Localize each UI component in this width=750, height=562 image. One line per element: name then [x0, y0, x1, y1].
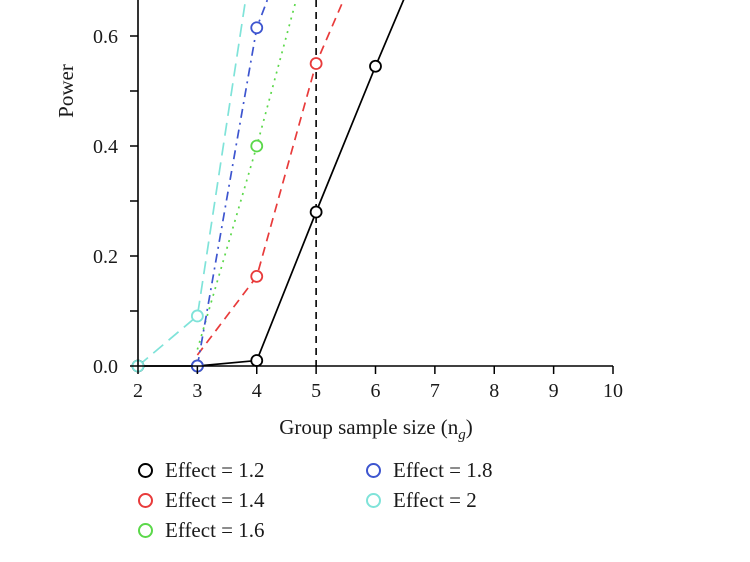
x-tick-label: 4	[252, 380, 262, 402]
legend-label-effect-1-8: Effect = 1.8	[393, 458, 493, 482]
plot-clip-area	[131, 0, 405, 373]
y-axis-ticks: 0.0 0.2 0.4 0.6	[93, 26, 138, 378]
series-line-effect-1-6	[196, 0, 298, 350]
legend-label-effect-2: Effect = 2	[393, 488, 477, 512]
legend-marker-effect-1-4	[138, 492, 153, 508]
x-tick-label: 9	[549, 380, 559, 402]
legend-item-effect-1-8: Effect = 1.8	[366, 456, 493, 484]
legend-item-effect-1-2: Effect = 1.2	[138, 456, 265, 484]
legend-item-effect-1-6: Effect = 1.6	[138, 516, 265, 544]
x-axis-label-close: )	[466, 415, 473, 439]
series-line-effect-1-4	[196, 0, 345, 356]
legend-marker-effect-1-6	[138, 522, 153, 538]
legend-item-effect-1-4: Effect = 1.4	[138, 486, 265, 514]
legend-marker-effect-1-2	[138, 462, 153, 478]
data-point-effect-1-6	[250, 139, 264, 153]
series-line-effect-2	[137, 0, 247, 367]
legend-label-effect-1-6: Effect = 1.6	[165, 518, 265, 542]
x-tick-label: 6	[371, 380, 381, 402]
y-tick-label: 0.2	[93, 246, 118, 268]
y-tick-label: 0.6	[93, 26, 118, 48]
data-point-effect-1-8	[250, 21, 264, 35]
y-axis-label: Power	[54, 64, 78, 118]
y-tick-label: 0.4	[93, 136, 118, 158]
legend-marker-effect-2	[366, 492, 381, 508]
x-axis-label-main: Group sample size (n	[279, 415, 459, 439]
data-point-effect-1-2	[369, 59, 382, 73]
legend-item-effect-2: Effect = 2	[366, 486, 477, 514]
x-tick-label: 3	[192, 380, 202, 402]
x-axis-label-subscript: g	[458, 427, 466, 443]
data-point-effect-1-4	[250, 269, 264, 283]
x-tick-label: 5	[311, 380, 321, 402]
data-point-effect-1-2	[250, 354, 264, 367]
legend-marker-effect-1-8	[366, 462, 381, 478]
series-line-effect-1-8	[196, 0, 269, 367]
legend-label-effect-1-4: Effect = 1.4	[165, 488, 265, 512]
x-tick-label: 8	[489, 380, 499, 402]
x-axis-ticks: 2 3 4 5 6 7 8 9 10	[133, 366, 623, 402]
x-tick-label: 2	[133, 380, 143, 402]
x-tick-label: 10	[603, 380, 623, 402]
data-point-effect-2	[190, 309, 204, 323]
y-tick-label: 0.0	[93, 356, 118, 378]
x-tick-label: 7	[430, 380, 440, 402]
data-point-effect-1-2	[309, 205, 323, 219]
legend: Effect = 1.2 Effect = 1.4 Effect = 1.6 E…	[138, 456, 558, 546]
series-line-effect-1-2	[138, 0, 405, 367]
x-axis-label: Group sample size (ng)	[279, 415, 473, 443]
data-point-effect-1-4	[309, 57, 323, 70]
legend-label-effect-1-2: Effect = 1.2	[165, 458, 265, 482]
